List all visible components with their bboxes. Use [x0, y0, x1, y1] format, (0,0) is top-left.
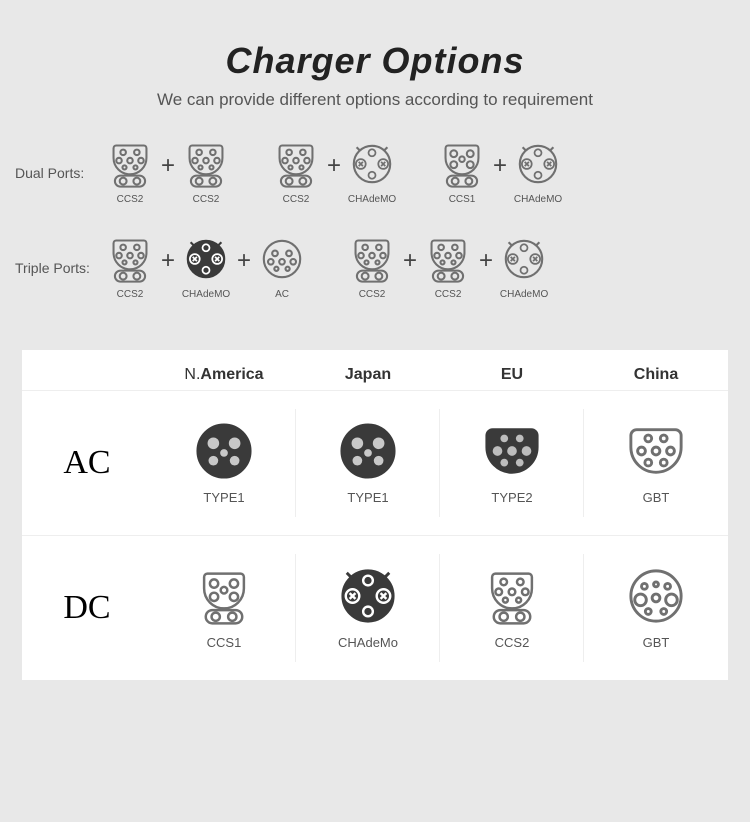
connector-ccs2: CCS2: [105, 235, 155, 300]
dual-ports-label: Dual Ports:: [15, 165, 105, 181]
connector-combo: CCS2 + CCS2: [105, 140, 231, 205]
connector-label: CCS2: [359, 289, 386, 300]
ports-section: Dual Ports: CCS2 + CCS2: [0, 110, 750, 340]
connector-label: CCS2: [193, 194, 220, 205]
connector-chademo-fill: CHAdeMO: [181, 235, 231, 300]
connector-label: CCS2: [435, 289, 462, 300]
cell-type1: TYPE1: [296, 391, 440, 535]
column-header-na: N.America: [152, 366, 296, 384]
connector-ccs1: CCS1: [437, 140, 487, 205]
connector-chademo: CHAdeMO: [347, 140, 397, 205]
dual-ports-row: Dual Ports: CCS2 + CCS2: [15, 140, 735, 205]
cell-label: TYPE1: [203, 490, 244, 505]
plus-icon: +: [161, 247, 175, 275]
connector-label: CHAdeMO: [348, 194, 396, 205]
column-header-jp: Japan: [296, 366, 440, 384]
triple-ports-row: Triple Ports: CCS2 + CHAdeMO +: [15, 235, 735, 300]
page-subtitle: We can provide different options accordi…: [0, 90, 750, 110]
cell-label: TYPE2: [491, 490, 532, 505]
connector-label: CHAdeMO: [514, 194, 562, 205]
table-row-ac: AC TYPE1 TYPE1 TYPE2 GBT: [22, 390, 728, 535]
connector-ccs2: CCS2: [423, 235, 473, 300]
connector-chademo: CHAdeMO: [499, 235, 549, 300]
page-title: Charger Options: [0, 40, 750, 82]
cell-ccs2: CCS2: [440, 536, 584, 680]
cell-type2: TYPE2: [440, 391, 584, 535]
connector-combo: CCS2 + CHAdeMO + AC: [105, 235, 307, 300]
column-header-eu: EU: [440, 366, 584, 384]
cell-chademo: CHAdeMo: [296, 536, 440, 680]
triple-ports-label: Triple Ports:: [15, 260, 105, 276]
connector-label: CCS2: [283, 194, 310, 205]
connector-ccs2: CCS2: [347, 235, 397, 300]
cell-label: TYPE1: [347, 490, 388, 505]
connector-ccs2: CCS2: [271, 140, 321, 205]
connector-label: CCS1: [449, 194, 476, 205]
cell-gbt: GBT: [584, 536, 728, 680]
connector-ac: AC: [257, 235, 307, 300]
connector-label: CCS2: [117, 194, 144, 205]
row-head: AC: [22, 391, 152, 535]
cell-ccs1: CCS1: [152, 536, 296, 680]
cell-label: CHAdeMo: [338, 635, 398, 650]
plus-icon: +: [161, 152, 175, 180]
connector-label: CCS2: [117, 289, 144, 300]
cell-label: CCS1: [207, 635, 242, 650]
standards-table: N.AmericaJapanEUChina AC TYPE1 TYPE1 TYP…: [22, 350, 728, 680]
row-head: DC: [22, 536, 152, 680]
plus-icon: +: [403, 247, 417, 275]
cell-label: GBT: [643, 635, 670, 650]
connector-label: CHAdeMO: [182, 289, 230, 300]
connector-label: AC: [275, 289, 289, 300]
plus-icon: +: [237, 247, 251, 275]
header: Charger Options We can provide different…: [0, 0, 750, 110]
cell-label: GBT: [643, 490, 670, 505]
connector-combo: CCS1 + CHAdeMO: [437, 140, 563, 205]
cell-label: CCS2: [495, 635, 530, 650]
table-row-dc: DC CCS1 CHAdeMo: [22, 535, 728, 680]
plus-icon: +: [327, 152, 341, 180]
cell-type1: TYPE1: [152, 391, 296, 535]
connector-label: CHAdeMO: [500, 289, 548, 300]
cell-gbt: GBT: [584, 391, 728, 535]
connector-chademo: CHAdeMO: [513, 140, 563, 205]
plus-icon: +: [493, 152, 507, 180]
plus-icon: +: [479, 247, 493, 275]
column-header-cn: China: [584, 366, 728, 384]
connector-ccs2: CCS2: [105, 140, 155, 205]
connector-ccs2: CCS2: [181, 140, 231, 205]
connector-combo: CCS2 + CCS2 + CHAdeMO: [347, 235, 549, 300]
connector-combo: CCS2 + CHAdeMO: [271, 140, 397, 205]
